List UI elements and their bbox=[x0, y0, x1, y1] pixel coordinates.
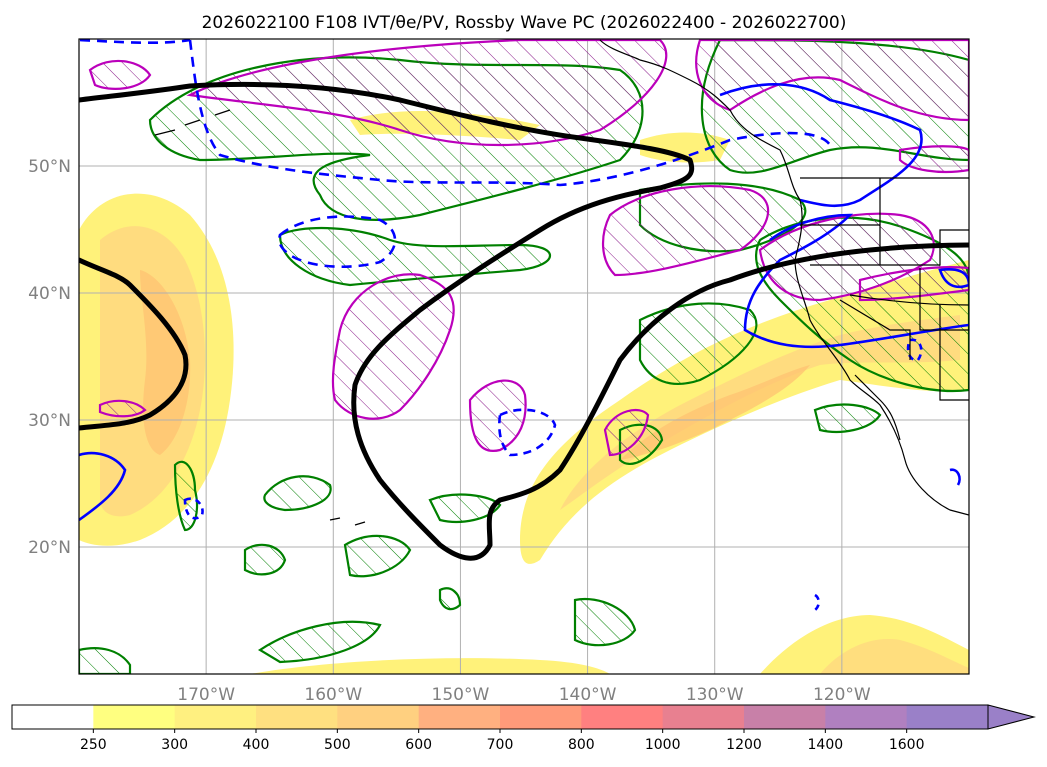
lat-tick-label: 50°N bbox=[28, 157, 71, 177]
colorbar-tick-label: 1200 bbox=[726, 737, 762, 753]
border-states-6 bbox=[939, 305, 969, 401]
pv-solid-coast bbox=[743, 213, 969, 349]
pv-solid-east-small bbox=[938, 268, 969, 289]
rossby-region-east bbox=[601, 185, 770, 277]
colorbar-labels: 250 300 400 500 600 700 800 1000 1200 1400 1600 bbox=[80, 729, 925, 753]
colorbar-segment bbox=[337, 705, 420, 729]
pv-dashed-coast bbox=[906, 338, 923, 362]
pv-dashed-north bbox=[79, 39, 832, 187]
colorbar-segment bbox=[825, 705, 908, 729]
colorbar-segment bbox=[744, 705, 826, 729]
colorbar-tick-label: 600 bbox=[405, 737, 432, 753]
colorbar-segment bbox=[12, 705, 94, 729]
pv-dashed-center bbox=[498, 408, 557, 457]
colorbar-tick-label: 800 bbox=[568, 737, 595, 753]
border-states-2 bbox=[810, 229, 969, 266]
pv-region-small-5 bbox=[428, 493, 502, 523]
colorbar-tick-label: 300 bbox=[161, 737, 188, 753]
ivt-band-south-west bbox=[250, 658, 610, 674]
coast-islands-1 bbox=[154, 109, 231, 136]
colorbar-tick-label: 1600 bbox=[889, 737, 925, 753]
colorbar bbox=[11, 704, 1036, 730]
colorbar-segment bbox=[500, 705, 582, 729]
ivt-band-south-inner bbox=[820, 639, 969, 674]
theta-contour-west bbox=[79, 257, 189, 431]
lon-tick-label: 170°W bbox=[177, 685, 235, 705]
pv-region-small-9 bbox=[79, 647, 132, 674]
pv-region-small-6 bbox=[257, 620, 382, 664]
lat-tick-label: 20°N bbox=[28, 538, 71, 558]
pv-solid-small-se bbox=[949, 468, 961, 486]
coast-islands-2 bbox=[329, 517, 366, 526]
map-area bbox=[79, 39, 969, 674]
border-states-4 bbox=[839, 299, 911, 360]
pv-region-small-8 bbox=[813, 403, 882, 433]
rossby-region-small-a bbox=[468, 379, 527, 453]
lon-tick-label: 150°W bbox=[432, 685, 490, 705]
theta-contour-north bbox=[79, 81, 969, 561]
pv-dashed-small-sw bbox=[814, 593, 821, 612]
colorbar-segment bbox=[418, 705, 501, 729]
lat-tick-label: 40°N bbox=[28, 284, 71, 304]
coast-alaska bbox=[599, 39, 969, 516]
latitude-labels: 50°N 40°N 30°N 20°N bbox=[28, 157, 71, 558]
rossby-region-small-b bbox=[603, 408, 650, 457]
rossby-region-northeast bbox=[695, 39, 969, 122]
colorbar-segment bbox=[581, 705, 664, 729]
figure-title: 2026022100 F108 IVT/θe/PV, Rossby Wave P… bbox=[202, 13, 847, 33]
colorbar-segment bbox=[174, 705, 257, 729]
colorbar-tick-label: 250 bbox=[80, 737, 107, 753]
pv-region-central-south bbox=[638, 302, 758, 385]
pv-region-small-1 bbox=[263, 475, 332, 512]
colorbar-segment bbox=[662, 705, 745, 729]
coastlines bbox=[154, 39, 969, 526]
ivt-band-west-core bbox=[140, 270, 191, 455]
colorbar-tick-label: 500 bbox=[324, 737, 351, 753]
lon-tick-label: 120°W bbox=[813, 685, 871, 705]
colorbar-extend-arrow bbox=[987, 704, 1036, 730]
rossby-region-nw bbox=[88, 59, 152, 90]
colorbar-segment bbox=[93, 705, 176, 729]
pv-region-small-3 bbox=[243, 543, 287, 576]
colorbar-tick-label: 1400 bbox=[808, 737, 844, 753]
lon-tick-label: 160°W bbox=[304, 685, 362, 705]
coast-baja bbox=[854, 374, 901, 441]
lon-tick-label: 130°W bbox=[686, 685, 744, 705]
theta-e-contours bbox=[79, 81, 969, 561]
rossby-region-north bbox=[186, 39, 668, 147]
pv-region-small-10 bbox=[438, 587, 462, 611]
colorbar-tick-label: 1000 bbox=[645, 737, 681, 753]
longitude-labels: 170°W 160°W 150°W 140°W 130°W 120°W bbox=[177, 685, 871, 705]
pv-region-west-mid bbox=[278, 226, 551, 287]
colorbar-segment bbox=[906, 705, 989, 729]
pv-region-small-7 bbox=[573, 597, 637, 647]
lon-tick-label: 140°W bbox=[559, 685, 617, 705]
colorbar-tick-label: 400 bbox=[243, 737, 270, 753]
pv-region-small-2 bbox=[173, 460, 199, 532]
pv-region-small-4 bbox=[343, 534, 412, 578]
colorbar-segment bbox=[256, 705, 338, 729]
border-states-5 bbox=[919, 268, 969, 331]
border-us-mexico bbox=[849, 294, 969, 306]
colorbar-tick-label: 700 bbox=[487, 737, 514, 753]
map-frame bbox=[78, 38, 970, 675]
pv-solid-west bbox=[79, 451, 127, 522]
pv-dashed-mid bbox=[278, 215, 397, 269]
rossby-pc-regions bbox=[88, 39, 969, 457]
pv-solid-ne bbox=[719, 83, 923, 208]
pv-dashed-small-west bbox=[183, 497, 204, 520]
pv-negative-contours bbox=[79, 39, 969, 612]
rossby-region-small-c bbox=[98, 399, 147, 418]
lat-tick-label: 30°N bbox=[28, 411, 71, 431]
